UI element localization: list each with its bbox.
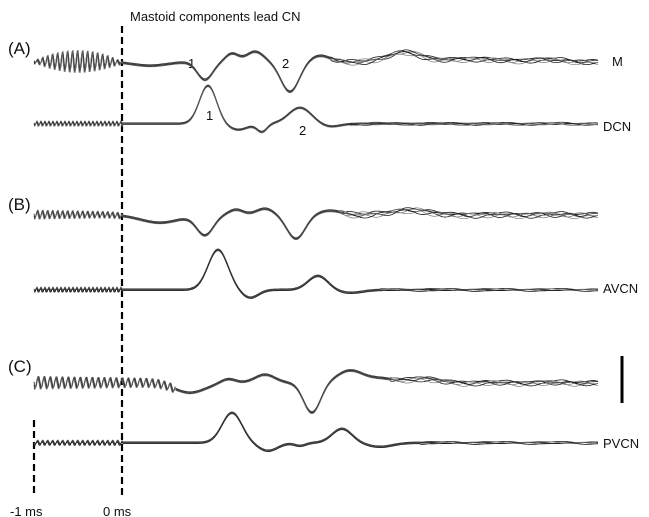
trace-c-top-sweep xyxy=(33,369,599,413)
panel-label-a: (A) xyxy=(8,39,31,58)
trace-c-top-sweep xyxy=(33,371,599,415)
peak-label-dcn-1: 1 xyxy=(206,108,213,123)
trace-m-sweep xyxy=(33,51,599,94)
panel-label-c: (C) xyxy=(8,357,32,376)
trace-b-top-sweep xyxy=(33,207,599,239)
time-label-zero: 0 ms xyxy=(103,504,132,517)
trace-avcn-sweep xyxy=(33,248,599,298)
trace-pvcn-sweep xyxy=(33,412,599,452)
trace-c-top-sweep xyxy=(33,370,599,414)
figure-title: Mastoid components lead CN xyxy=(130,9,301,24)
time-label-minus-one: -1 ms xyxy=(10,504,43,517)
trace-b-top-sweep xyxy=(33,207,599,239)
trace-b-top-sweep xyxy=(33,209,599,241)
trace-label-avcn: AVCN xyxy=(603,281,638,296)
trace-pvcn-sweep xyxy=(33,413,599,452)
peak-label-m-1: 1 xyxy=(188,56,195,71)
trace-c-top-sweep xyxy=(33,369,599,412)
waveform-traces xyxy=(33,49,599,452)
trace-avcn-sweep xyxy=(33,250,599,299)
trace-label-m: M xyxy=(612,54,623,69)
panel-label-b: (B) xyxy=(8,195,31,214)
peak-label-dcn-2: 2 xyxy=(299,123,306,138)
trace-avcn-sweep xyxy=(33,249,599,299)
trace-dcn-sweep xyxy=(33,86,598,134)
trace-c-top-sweep xyxy=(33,370,599,414)
trace-b-top-sweep xyxy=(33,207,599,239)
peak-label-m-2: 2 xyxy=(282,56,289,71)
trace-label-dcn: DCN xyxy=(603,119,631,134)
trace-pvcn-sweep xyxy=(33,411,599,451)
trace-c-top-sweep xyxy=(33,369,599,413)
trace-m-sweep xyxy=(33,49,599,92)
trace-m-sweep xyxy=(33,49,599,92)
trace-label-pvcn: PVCN xyxy=(603,436,639,451)
